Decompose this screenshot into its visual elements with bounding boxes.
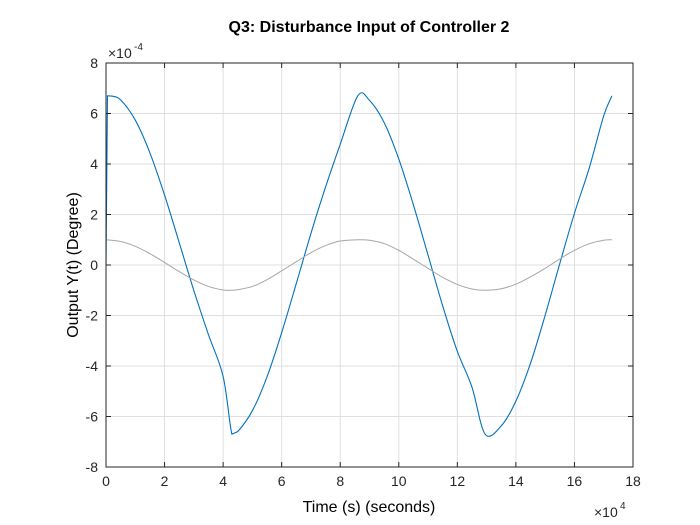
x-tick-label: 0 [102,473,110,489]
x-tick-label: 16 [567,473,583,489]
y-exponent-power: -4 [134,42,143,53]
grid-lines [106,63,633,467]
y-tick-label: -2 [86,308,99,324]
y-tick-label: -4 [86,358,99,374]
y-tick-label: 4 [90,156,98,172]
y-axis-label: Output Y(t) (Degree) [65,192,82,338]
x-tick-label: 10 [391,473,407,489]
tick-marks [105,62,634,468]
tick-labels: 0 2 4 6 8 10 12 14 16 18 -8 -6 -4 -2 0 2 4 6 8 [86,55,641,489]
y-tick-label: -8 [86,459,99,475]
x-tick-label: 4 [219,473,227,489]
y-tick-label: 2 [90,207,98,223]
x-tick-label: 6 [278,473,286,489]
series-layer [105,92,613,437]
series-line-2 [105,239,612,291]
y-tick-label: -6 [86,409,99,425]
x-exponent-power: 4 [620,501,626,512]
x-exponent-label: ×10 4 [594,501,626,520]
x-tick-label: 18 [625,473,641,489]
y-exponent-base: ×10 [108,45,132,61]
y-exponent-label: ×10 -4 [108,42,143,61]
x-tick-label: 12 [450,473,466,489]
x-exponent-base: ×10 [594,504,618,520]
y-tick-label: 8 [90,55,98,71]
x-tick-label: 8 [336,473,344,489]
y-tick-label: 0 [90,257,98,273]
y-tick-label: 6 [90,106,98,122]
x-axis-label: Time (s) (seconds) [303,499,436,516]
x-tick-label: 2 [161,473,169,489]
x-tick-label: 14 [508,473,524,489]
chart-title: Q3: Disturbance Input of Controller 2 [229,19,510,36]
